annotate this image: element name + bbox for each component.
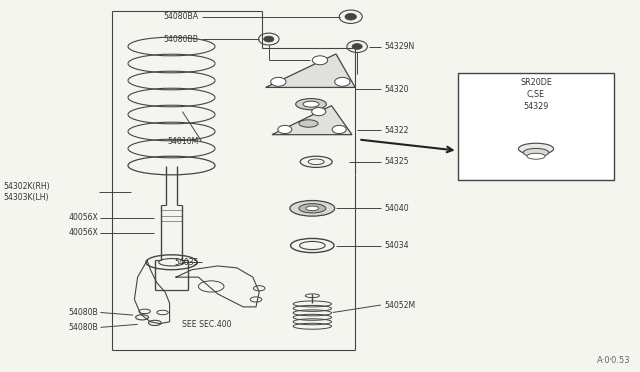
Ellipse shape (159, 259, 184, 266)
Ellipse shape (250, 297, 262, 302)
Circle shape (345, 13, 356, 20)
Text: 54034: 54034 (384, 241, 408, 250)
Text: A·0ⁱ0.53: A·0ⁱ0.53 (596, 356, 630, 365)
Text: 54052M: 54052M (384, 301, 415, 310)
Text: 54322: 54322 (384, 126, 408, 135)
Text: 54080BA: 54080BA (163, 12, 198, 21)
Ellipse shape (139, 309, 150, 314)
Ellipse shape (291, 238, 334, 253)
Ellipse shape (518, 143, 554, 154)
Polygon shape (266, 54, 355, 87)
Circle shape (347, 41, 367, 52)
Circle shape (332, 125, 346, 134)
Ellipse shape (296, 99, 326, 110)
Text: 54080B: 54080B (68, 308, 98, 317)
Text: SR20DE: SR20DE (520, 78, 552, 87)
Circle shape (264, 36, 274, 42)
Ellipse shape (148, 320, 161, 326)
Ellipse shape (146, 255, 197, 270)
Text: 54329: 54329 (524, 102, 548, 110)
Ellipse shape (253, 286, 265, 291)
Ellipse shape (300, 241, 325, 250)
Ellipse shape (305, 294, 319, 298)
Ellipse shape (308, 159, 324, 164)
Ellipse shape (157, 310, 168, 315)
Circle shape (259, 33, 279, 45)
Text: 54080B: 54080B (68, 323, 98, 332)
Circle shape (339, 10, 362, 23)
Text: 54303K(LH): 54303K(LH) (3, 193, 49, 202)
Text: 54010M: 54010M (167, 137, 198, 146)
Ellipse shape (300, 156, 332, 167)
Text: 40056X: 40056X (68, 213, 98, 222)
Text: 54035: 54035 (174, 258, 198, 267)
Ellipse shape (303, 101, 319, 107)
Text: 54320: 54320 (384, 85, 408, 94)
Ellipse shape (306, 206, 319, 211)
Ellipse shape (524, 148, 548, 157)
Text: 54040: 54040 (384, 204, 408, 213)
Circle shape (271, 77, 286, 86)
Text: SEE SEC.400: SEE SEC.400 (182, 320, 232, 329)
Text: 54302K(RH): 54302K(RH) (3, 182, 50, 190)
Text: 54325: 54325 (384, 157, 408, 166)
Circle shape (278, 125, 292, 134)
Ellipse shape (527, 153, 545, 159)
Ellipse shape (290, 201, 335, 216)
Circle shape (335, 77, 350, 86)
Polygon shape (272, 106, 352, 135)
FancyBboxPatch shape (458, 73, 614, 180)
Circle shape (312, 108, 326, 116)
Ellipse shape (299, 203, 326, 213)
Text: 54329N: 54329N (384, 42, 414, 51)
Ellipse shape (299, 120, 318, 127)
Text: C,SE: C,SE (527, 90, 545, 99)
Ellipse shape (198, 281, 224, 292)
Circle shape (352, 44, 362, 49)
Text: 40056X: 40056X (68, 228, 98, 237)
Circle shape (312, 56, 328, 65)
Ellipse shape (136, 315, 148, 320)
Text: 54080BB: 54080BB (163, 35, 198, 44)
